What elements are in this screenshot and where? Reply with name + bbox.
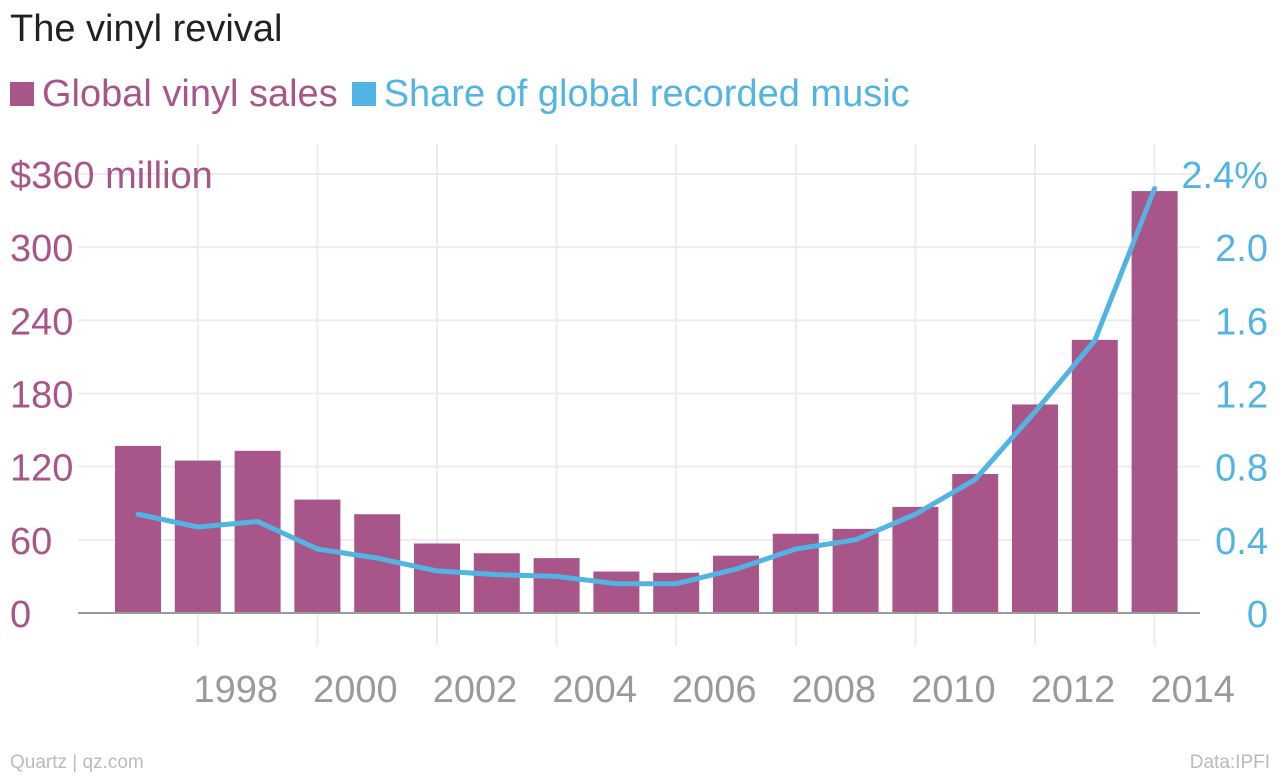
y-left-tick-1: 60 — [10, 521, 52, 563]
legend-item-vinyl-sales: Global vinyl sales — [10, 73, 338, 116]
source-right: Data:IPFI — [1189, 752, 1270, 773]
bar-2002 — [414, 543, 460, 613]
chart-title: The vinyl revival — [10, 8, 283, 50]
bar-2003 — [473, 553, 520, 613]
x-tick-2008: 2008 — [792, 669, 877, 711]
y-right-tick-2: 0.8 — [1215, 448, 1268, 490]
x-tick-2006: 2006 — [672, 669, 757, 711]
legend: Global vinyl sales Share of global recor… — [10, 70, 924, 118]
y-right-tick-1: 0.4 — [1215, 521, 1268, 563]
x-tick-2000: 2000 — [313, 669, 398, 711]
bar-2010 — [892, 506, 939, 613]
y-left-tick-0: 0 — [10, 594, 31, 636]
y-left-tick-3: 180 — [10, 375, 73, 417]
x-tick-2012: 2012 — [1031, 669, 1116, 711]
y-right-tick-3: 1.2 — [1215, 375, 1268, 417]
y-left-tick-5: 300 — [10, 228, 73, 270]
y-left-tick-6: $360 million — [10, 155, 213, 197]
x-tick-1998: 1998 — [194, 669, 279, 711]
bar-2011 — [952, 473, 999, 613]
bar-1998 — [174, 460, 221, 613]
bar-2005 — [593, 571, 640, 613]
bar-1997 — [115, 445, 161, 613]
y-right-tick-6: 2.4% — [1181, 155, 1268, 197]
source-left: Quartz | qz.com — [10, 752, 144, 773]
y-right-tick-5: 2.0 — [1215, 228, 1268, 270]
legend-swatch-vinyl-sales — [10, 82, 34, 106]
y-right-tick-4: 1.6 — [1215, 301, 1268, 343]
bar-1999 — [234, 450, 281, 613]
bar-2000 — [294, 499, 341, 613]
y-left-tick-4: 240 — [10, 301, 73, 343]
legend-label-vinyl-sales: Global vinyl sales — [42, 72, 338, 115]
y-right-tick-0: 0 — [1247, 594, 1268, 636]
x-tick-2004: 2004 — [552, 669, 637, 711]
x-tick-2014: 2014 — [1150, 669, 1235, 711]
bar-2012 — [1012, 404, 1058, 613]
x-tick-2010: 2010 — [911, 669, 996, 711]
legend-label-share: Share of global recorded music — [383, 72, 910, 115]
x-tick-2002: 2002 — [433, 669, 518, 711]
legend-item-share: Share of global recorded music — [351, 72, 910, 116]
legend-swatch-share — [351, 82, 376, 106]
bar-2013 — [1071, 339, 1118, 613]
bar-2014 — [1131, 191, 1178, 614]
share-line — [135, 186, 1158, 587]
y-left-tick-2: 120 — [10, 448, 73, 490]
bar-2004 — [533, 558, 580, 613]
